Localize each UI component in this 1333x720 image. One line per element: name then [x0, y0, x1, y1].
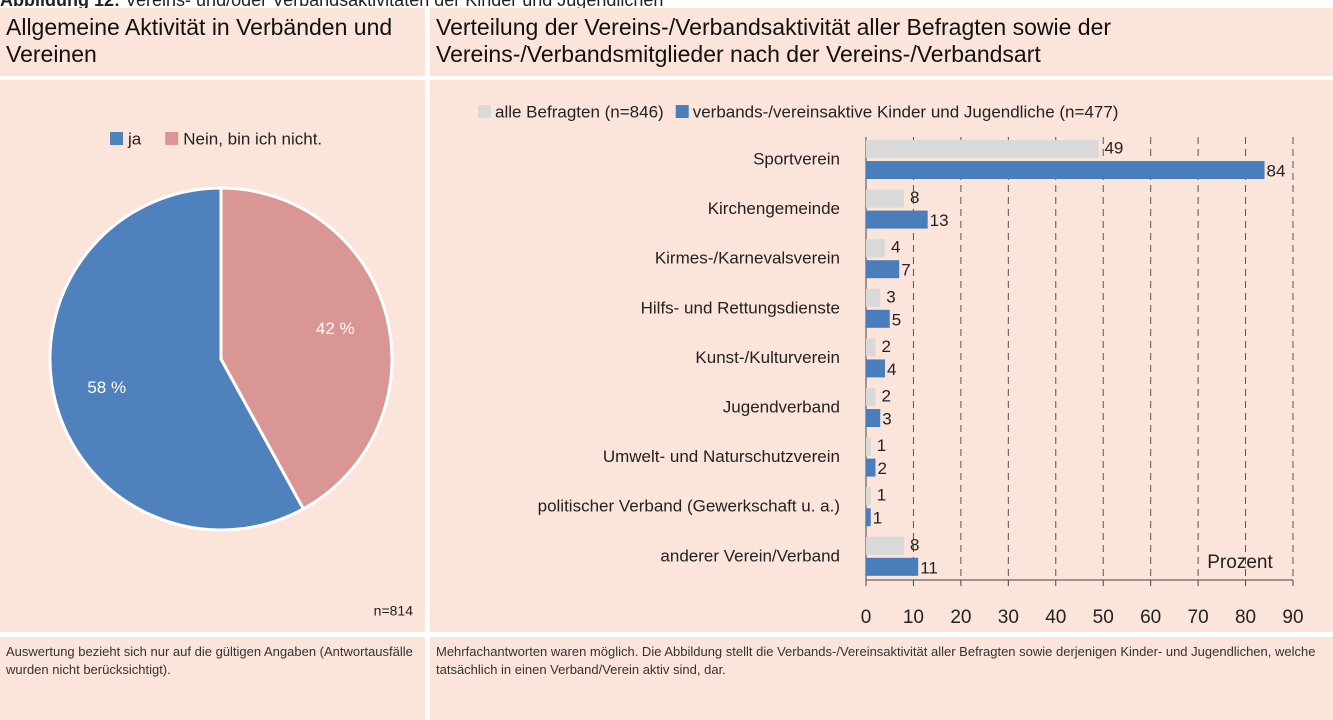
value-label: 58 % — [87, 378, 126, 397]
legend-label: ja — [127, 129, 142, 148]
bar-title: Verteilung der Vereins-/Verbandsaktivitä… — [430, 8, 1333, 76]
value-label: 11 — [920, 558, 938, 577]
y-tick-label: Kirmes-/Karnevalsverein — [655, 249, 840, 268]
bar — [866, 309, 890, 328]
legend-swatch — [675, 105, 689, 118]
bar — [866, 140, 1099, 158]
bar — [866, 239, 885, 258]
legend-swatch — [110, 132, 123, 145]
x-tick-label: 20 — [950, 607, 971, 628]
value-label: 2 — [881, 386, 890, 405]
bar — [866, 189, 904, 208]
value-label: 1 — [877, 486, 886, 505]
y-tick-label: Hilfs- und Rettungsdienste — [641, 298, 840, 317]
bar — [866, 437, 871, 456]
pie-title: Allgemeine Aktivität in Verbänden und Ve… — [0, 8, 425, 76]
figure-caption-text: Vereins- und/oder Verbandsaktivitäten de… — [125, 0, 664, 10]
bar — [866, 557, 919, 576]
x-tick-label: 90 — [1282, 607, 1303, 628]
note: Mehrfachantworten waren möglich. Die Abb… — [430, 637, 1333, 720]
x-tick-label: 70 — [1188, 607, 1209, 628]
bar — [866, 388, 876, 406]
bar — [866, 161, 1265, 179]
y-tick-label: Umwelt- und Naturschutzverein — [603, 447, 840, 466]
y-tick-label: anderer Verein/Verband — [660, 546, 840, 565]
value-label: 84 — [1267, 161, 1286, 180]
bar — [866, 260, 900, 279]
bar — [866, 508, 871, 527]
x-tick-label: 30 — [998, 607, 1019, 628]
bar — [866, 359, 885, 378]
value-label: 42 % — [316, 319, 355, 338]
value-label: 3 — [886, 287, 895, 306]
bar — [866, 338, 876, 357]
bar — [866, 210, 928, 229]
legend-label: verbands-/vereinsaktive Kinder und Jugen… — [693, 102, 1119, 121]
legend-label: alle Befragten (n=846) — [495, 102, 664, 121]
annotation: n=814 — [374, 603, 414, 619]
bar — [866, 458, 876, 477]
value-label: 49 — [1104, 138, 1123, 157]
value-label: 1 — [873, 509, 882, 528]
legend-swatch — [165, 132, 179, 145]
pie-slice — [219, 186, 394, 511]
value-label: 4 — [887, 360, 896, 379]
x-tick-label: 10 — [903, 607, 924, 628]
x-tick-label: 60 — [1140, 607, 1161, 628]
value-label: 8 — [910, 188, 919, 207]
bar — [866, 536, 904, 555]
legend-swatch — [478, 105, 491, 118]
pie-slice — [48, 186, 306, 532]
figure-label: Abbildung 12: — [0, 0, 120, 10]
value-label: 1 — [877, 436, 886, 455]
value-label: 4 — [891, 238, 900, 257]
y-tick-label: Kunst-/Kulturverein — [695, 348, 840, 367]
x-tick-label: 0 — [861, 607, 872, 628]
value-label: 5 — [892, 310, 901, 329]
value-label: 2 — [877, 459, 886, 478]
bar — [866, 288, 881, 307]
bar — [866, 487, 871, 506]
y-tick-label: Jugendverband — [723, 397, 840, 416]
legend-label: Nein, bin ich nicht. — [183, 129, 322, 148]
note: Auswertung bezieht sich nur auf die gült… — [0, 637, 425, 720]
y-tick-label: politischer Verband (Gewerkschaft u. a.) — [538, 497, 840, 516]
y-tick-label: Sportverein — [753, 149, 840, 168]
x-tick-label: 80 — [1235, 607, 1256, 628]
value-label: 8 — [910, 535, 919, 554]
value-label: 3 — [882, 409, 891, 428]
value-label: 13 — [930, 211, 949, 230]
x-tick-label: 40 — [1045, 607, 1066, 628]
y-tick-label: Kirchengemeinde — [708, 199, 840, 218]
figure-caption: Abbildung 12: Vereins- und/oder Verbands… — [0, 0, 663, 11]
annotation: Prozent — [1207, 552, 1273, 573]
value-label: 7 — [901, 261, 910, 280]
bar — [866, 409, 881, 427]
x-tick-label: 50 — [1093, 607, 1114, 628]
value-label: 2 — [881, 337, 890, 356]
